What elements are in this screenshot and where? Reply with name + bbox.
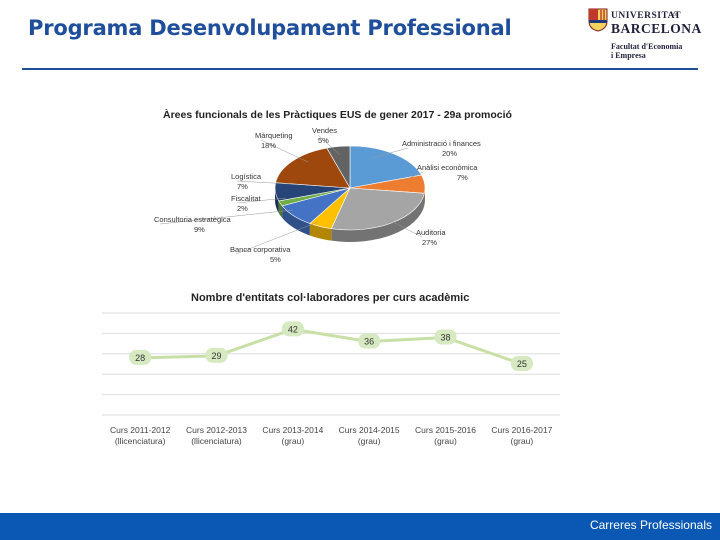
- footer-text: Carreres Professionals: [589, 518, 712, 532]
- line-chart-x-labels: Curs 2011-2012(llicenciatura)Curs 2012-2…: [110, 425, 553, 446]
- line-point-label: 42: [288, 324, 298, 334]
- logo-faculty-line2: i Empresa: [611, 51, 646, 60]
- logo-city-text: BARCELONA: [611, 21, 702, 36]
- pie-chart: Àrees funcionals de les Pràctiques EUS d…: [154, 108, 512, 264]
- line-x-label: Curs 2015-2016: [415, 425, 476, 435]
- pie-leader-analisi-economica: [404, 171, 424, 181]
- line-point-label: 29: [211, 351, 221, 361]
- line-point-label: 38: [440, 332, 450, 342]
- pie-slice-side-logistica: [275, 188, 279, 213]
- pie-chart-title: Àrees funcionals de les Pràctiques EUS d…: [163, 108, 512, 121]
- line-point-label: 25: [517, 359, 527, 369]
- line-series-path: [140, 327, 523, 366]
- line-x-label: (llicenciatura): [115, 436, 166, 446]
- pie-label-auditoria: Auditoria: [416, 228, 446, 237]
- logo-university-text: UNIVERSITAT: [611, 11, 682, 21]
- pie-label-administracio-i-finances: Administració i finances: [402, 139, 481, 148]
- pie-label-consultoria-estrategica: Consultoria estratègica: [154, 215, 232, 224]
- pie-leader-administracio-i-finances: [371, 147, 409, 159]
- line-chart-grid: [102, 312, 560, 416]
- pie-leader-auditoria: [384, 217, 423, 238]
- pie-slice-side-auditoria: [331, 193, 425, 243]
- pie-leader-banca-corporativa: [235, 221, 319, 255]
- line-x-label: Curs 2014-2015: [339, 425, 400, 435]
- logo-university-sup: DE: [673, 12, 679, 17]
- pie-label-fiscalitat: Fiscalitat: [231, 194, 262, 203]
- pie-slice-side-banca-corporativa: [309, 223, 332, 241]
- pie-value-marqueting: 18%: [261, 141, 276, 150]
- title-underline: [22, 68, 698, 70]
- pie-value-consultoria-estrategica: 9%: [194, 225, 205, 234]
- pie-leader-fiscalitat: [236, 197, 287, 204]
- pie-value-fiscalitat: 2%: [237, 204, 248, 213]
- line-point-marker: [434, 329, 457, 345]
- line-chart-title: Nombre d'entitats col·laboradores per cu…: [191, 292, 469, 304]
- page-title: Programa Desenvolupament Professional: [28, 16, 512, 40]
- line-x-label: Curs 2013-2014: [262, 425, 323, 435]
- line-point-label: 36: [364, 337, 374, 347]
- pie-leader-consultoria-estrategica: [159, 209, 294, 225]
- pie-value-banca-corporativa: 5%: [270, 255, 281, 264]
- line-point-label: 28: [135, 353, 145, 363]
- university-shield-icon: [588, 8, 608, 32]
- pie-slice-vendes: [326, 145, 351, 190]
- pie-value-analisi-economica: 7%: [457, 173, 468, 182]
- pie-label-vendes: Vendes: [312, 126, 337, 135]
- line-x-label: (llicenciatura): [191, 436, 242, 446]
- pie-label-marqueting: Màrqueting: [255, 131, 293, 140]
- pie-value-administracio-i-finances: 20%: [442, 149, 457, 158]
- line-point-marker: [510, 356, 533, 371]
- line-point-marker: [281, 321, 304, 337]
- pie-value-auditoria: 27%: [422, 238, 437, 247]
- line-point-marker: [205, 347, 228, 363]
- line-chart: Nombre d'entitats col·laboradores per cu…: [102, 292, 560, 446]
- pie-label-logistica: Logística: [231, 172, 262, 181]
- pie-value-logistica: 7%: [237, 182, 248, 191]
- pie-leader-logistica: [236, 180, 291, 185]
- footer-bar: Carreres Professionals: [0, 513, 720, 540]
- logo-faculty-line1: Facultat d'Economia: [611, 42, 683, 51]
- pie-label-analisi-economica: Anàlisi econòmica: [417, 163, 478, 172]
- line-x-label: Curs 2016-2017: [491, 425, 552, 435]
- pie-leader-marqueting: [260, 139, 309, 163]
- pie-leader-vendes: [317, 134, 341, 156]
- pie-slice-auditoria: [330, 187, 425, 231]
- university-logo: UNIVERSITAT DE BARCELONA Facultat d'Econ…: [588, 6, 701, 66]
- line-point-marker: [358, 333, 381, 349]
- line-x-label: Curs 2012-2013: [186, 425, 247, 435]
- pie-label-banca-corporativa: Banca corporativa: [230, 245, 291, 254]
- line-x-label: (grau): [510, 436, 533, 446]
- line-x-label: (grau): [434, 436, 457, 446]
- pie-slice-marqueting: [275, 147, 351, 189]
- pie-slices: [274, 145, 426, 243]
- line-point-marker: [129, 349, 152, 365]
- pie-value-vendes: 5%: [318, 136, 329, 145]
- line-x-label: (grau): [281, 436, 304, 446]
- line-x-label: (grau): [358, 436, 381, 446]
- line-x-label: Curs 2011-2012: [110, 425, 171, 435]
- line-chart-series: 28 29 42 36 38 25: [129, 321, 533, 371]
- pie-slice-administracio-i-finances: [349, 145, 422, 189]
